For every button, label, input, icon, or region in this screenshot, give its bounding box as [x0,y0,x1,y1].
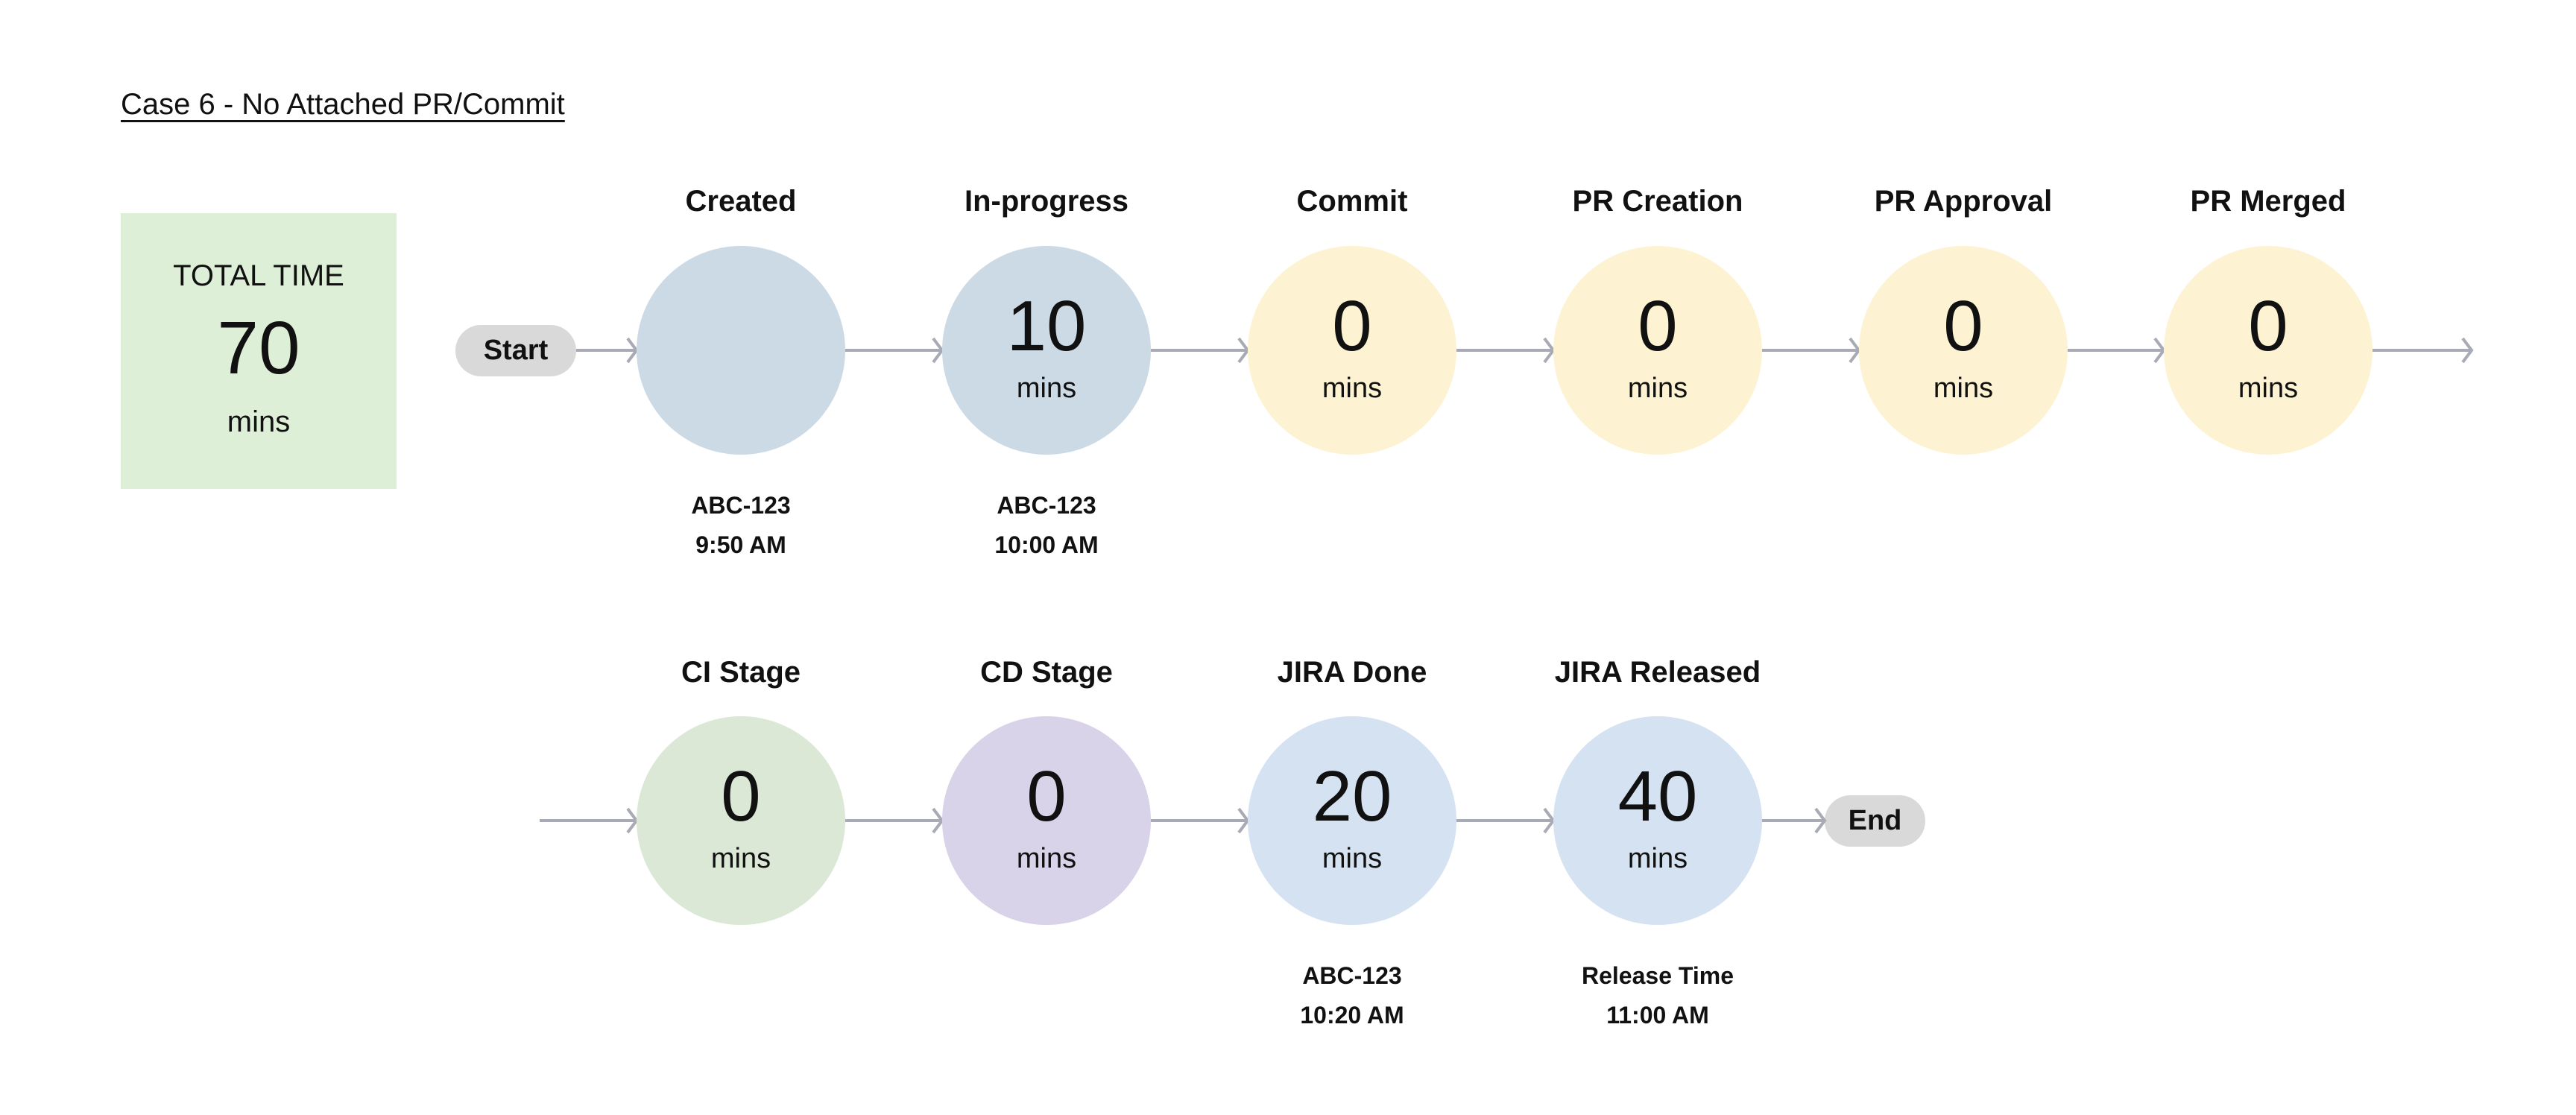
stage-details: Release Time 11:00 AM [1509,956,1807,1035]
stage-duration: 0 [1943,286,1983,366]
stage-details: ABC-123 10:20 AM [1203,956,1501,1035]
start-node: Start [455,325,576,376]
stage-unit: mins [1933,373,1994,404]
stage-duration: 0 [1332,286,1372,366]
stage-circle: 0 mins [1553,246,1762,455]
stage-duration: 0 [721,757,761,836]
stage-unit: mins [1016,373,1077,404]
flow-arrow [540,807,639,834]
stage-time: 9:50 AM [695,531,786,558]
flow-arrow [1456,337,1556,364]
stage-unit: mins [2238,373,2299,404]
stage-ref: ABC-123 [997,492,1096,519]
total-time-value: 70 [217,306,300,390]
stage-time: 10:00 AM [994,531,1099,558]
stage-duration: 0 [1026,757,1067,836]
stage-time: 10:20 AM [1300,1002,1404,1029]
stage-label: PR Approval [1874,185,2053,218]
stage-unit: mins [1627,843,1688,874]
stage-label: In-progress [964,185,1129,218]
stage-duration: 40 [1617,757,1698,836]
flow-arrow [2068,337,2166,364]
stage-unit: mins [1322,373,1383,404]
total-time-label: TOTAL TIME [173,259,344,292]
stage-circle [637,246,845,455]
stage-circle: 40 mins [1553,716,1762,925]
flow-arrow [845,337,944,364]
flow-arrow [1151,807,1250,834]
flow-arrow [2373,337,2474,364]
flow-arrow [576,337,639,364]
stage-duration: 10 [1006,286,1087,366]
stage-label: PR Merged [2190,185,2346,218]
stage-unit: mins [1016,843,1077,874]
stage-label: JIRA Done [1277,656,1427,689]
flow-arrow [1151,337,1250,364]
flow-arrow [845,807,944,834]
stage-ref: ABC-123 [691,492,791,519]
stage-ref: Release Time [1582,962,1734,989]
stage-ref: ABC-123 [1302,962,1402,989]
end-node: End [1825,795,1925,847]
stage-unit: mins [1627,373,1688,404]
stage-label: CD Stage [980,656,1113,689]
stage-label: CI Stage [681,656,801,689]
stage-circle: 0 mins [942,716,1151,925]
stage-duration: 0 [2248,286,2288,366]
stage-unit: mins [1322,843,1383,874]
stage-label: Commit [1296,185,1408,218]
total-time-card: TOTAL TIME 70 mins [121,213,397,489]
stage-time: 11:00 AM [1606,1002,1709,1029]
stage-circle: 0 mins [637,716,845,925]
stage-circle: 0 mins [1248,246,1456,455]
flow-arrow [1762,807,1827,834]
stage-circle: 20 mins [1248,716,1456,925]
total-time-unit: mins [227,405,291,438]
page-title: Case 6 - No Attached PR/Commit [121,88,565,121]
stage-circle: 0 mins [1859,246,2068,455]
stage-circle: 10 mins [942,246,1151,455]
stage-unit: mins [710,843,771,874]
stage-duration: 0 [1638,286,1678,366]
stage-circle: 0 mins [2164,246,2373,455]
stage-label: Created [685,185,797,218]
stage-label: PR Creation [1572,185,1743,218]
stage-duration: 20 [1312,757,1392,836]
stage-details: ABC-123 9:50 AM [592,486,890,565]
stage-details: ABC-123 10:00 AM [897,486,1196,565]
flow-arrow [1762,337,1861,364]
stage-label: JIRA Released [1554,656,1761,689]
flow-arrow [1456,807,1556,834]
